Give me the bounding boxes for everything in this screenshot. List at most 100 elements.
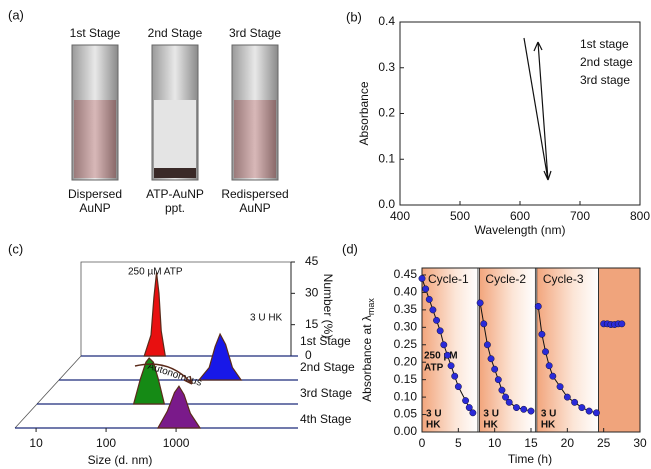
data-point [462, 397, 470, 405]
y-tick-label: 0.35 [394, 302, 418, 316]
data-point [534, 302, 542, 310]
z-tick-label: 45 [305, 254, 319, 268]
legend-label: 2nd stage [580, 55, 633, 69]
caption: ATP-AuNP [146, 187, 204, 201]
data-point [498, 386, 506, 394]
y-axis-title-main: Absorbance at λ [360, 315, 374, 402]
panel-label: (d) [342, 241, 358, 256]
distribution [156, 385, 202, 429]
annotation: HK [541, 420, 556, 431]
data-point [549, 372, 557, 380]
panel-label: (a) [8, 7, 24, 22]
stage-label: 2nd Stage [148, 26, 203, 40]
x-tick-label: 5 [455, 436, 462, 450]
data-point [618, 320, 626, 328]
y-tick-label: 0.25 [394, 337, 418, 351]
caption: Dispersed [68, 187, 122, 201]
annotation: 3 U [541, 409, 557, 420]
x-tick-label: 100 [96, 436, 116, 450]
caption: AuNP [79, 201, 110, 215]
back-wall [14, 261, 291, 429]
x-tick-label: 30 [633, 436, 647, 450]
data-point [436, 327, 444, 335]
x-tick-label: 400 [390, 209, 410, 223]
precipitate [154, 168, 196, 178]
data-point [454, 383, 462, 391]
annotation: 3 U [483, 409, 499, 420]
distribution [143, 272, 166, 357]
data-point [425, 295, 433, 303]
distribution [197, 332, 243, 381]
z-tick-label: 0 [305, 348, 312, 362]
cycle-label: Cycle-1 [428, 272, 469, 286]
y-axis-title-sub: max [366, 298, 376, 316]
arrow [134, 363, 193, 385]
caption: ppt. [165, 201, 185, 215]
x-axis-title: Size (d. nm) [88, 453, 153, 467]
y-tick-label: 0.4 [378, 14, 395, 28]
caption: AuNP [239, 201, 270, 215]
data-point [429, 306, 437, 314]
annotation: HK [483, 420, 498, 431]
cycle-label: Cycle-2 [485, 272, 526, 286]
data-point [418, 275, 426, 282]
data-point [483, 341, 491, 349]
data-point [422, 285, 430, 293]
data-point [487, 355, 495, 363]
data-point [527, 407, 535, 415]
x-axis-title: Time (h) [508, 452, 552, 466]
data-point [469, 409, 477, 417]
final-region [598, 267, 641, 433]
y-axis-title: Absorbance [357, 81, 371, 145]
cycle-label: Cycle-3 [543, 272, 584, 286]
y-tick-label: 0.10 [394, 389, 418, 403]
y-tick-label: 0.2 [378, 106, 395, 120]
data-point [491, 365, 499, 373]
data-point [578, 404, 586, 412]
z-tick-label: 15 [305, 317, 319, 331]
cuvette-photos [71, 44, 279, 181]
x-tick-label: 600 [510, 209, 530, 223]
x-tick-label: 700 [570, 209, 590, 223]
data-point [585, 407, 593, 415]
data-point [465, 404, 473, 412]
legend-label: 3rd stage [580, 73, 630, 87]
data-point [556, 383, 564, 391]
data-point [440, 341, 448, 349]
cuvette-liquid [74, 100, 116, 178]
x-tick-label: 20 [561, 436, 575, 450]
y-tick-label: 0.1 [378, 151, 395, 165]
z-axis-title: Number (%) [321, 274, 335, 339]
row-label: 1st Stage [300, 334, 351, 348]
cycle-region [479, 267, 536, 433]
row-label: 4th Stage [300, 412, 352, 426]
y-tick-label: 0.40 [394, 285, 418, 299]
stage-label: 1st Stage [70, 26, 121, 40]
y-tick-label: 0.05 [394, 407, 418, 421]
x-tick-label: 0 [419, 436, 426, 450]
data-point [502, 393, 510, 401]
data-point [542, 348, 549, 356]
y-tick-label: 0.45 [394, 267, 418, 281]
legend-label: 1st stage [580, 37, 629, 51]
data-point [480, 320, 488, 328]
data-point [433, 316, 440, 324]
y-axis-title: Absorbance at λmax [360, 298, 376, 402]
cuvette-liquid [154, 100, 196, 170]
x-axis-title: Wavelength (nm) [475, 223, 566, 237]
annotation: 3 U HK [250, 313, 283, 324]
annotation: ATP [424, 363, 444, 374]
x-tick-label: 800 [630, 209, 650, 223]
panel-label: (c) [8, 241, 23, 256]
data-point [520, 405, 528, 413]
arrow [523, 37, 552, 181]
annotation: 250 µM ATP [128, 267, 183, 278]
x-tick-label: 500 [450, 209, 470, 223]
data-point [494, 376, 502, 384]
y-tick-label: 0.00 [394, 424, 418, 438]
data-point [571, 398, 579, 406]
data-point [443, 351, 451, 359]
cuvette-liquid [234, 100, 276, 178]
z-tick-label: 30 [305, 286, 319, 300]
y-tick-label: 0.0 [378, 197, 395, 211]
